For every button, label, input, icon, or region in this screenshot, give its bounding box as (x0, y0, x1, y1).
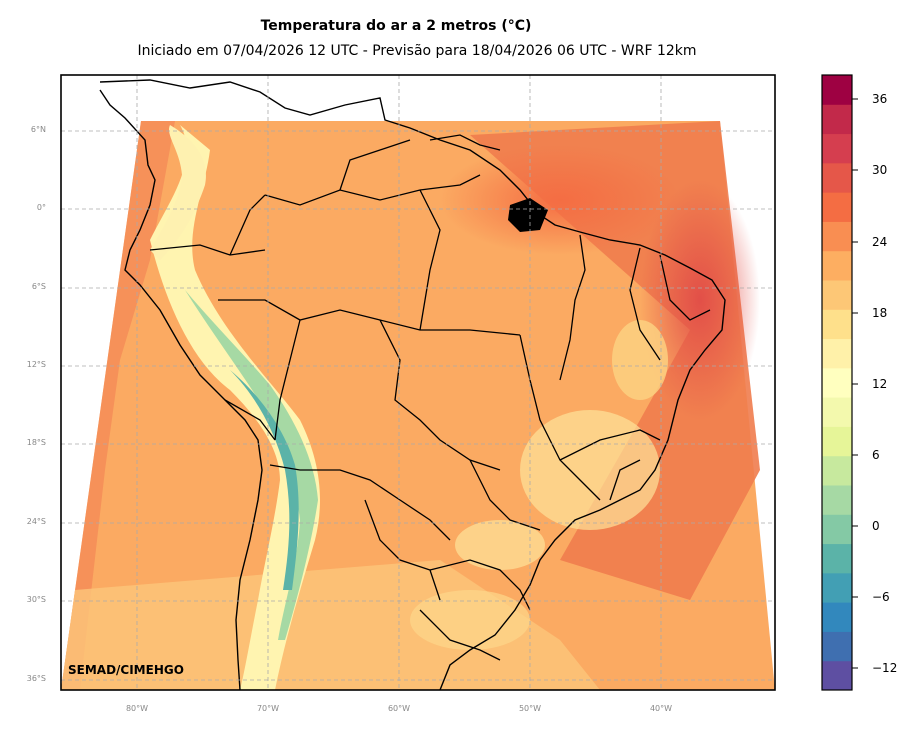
lat-label-30s: 30°S (26, 595, 46, 604)
colorbar-label-minus6: −6 (872, 590, 890, 604)
lat-label-12s: 12°S (26, 360, 46, 369)
lon-label-60w: 60°W (387, 704, 411, 713)
andes-cool-band (150, 125, 320, 690)
map-gridlines (61, 75, 775, 690)
colorbar-swatch (822, 338, 852, 369)
colorbar-swatch (822, 397, 852, 427)
colorbar-swatch (822, 602, 852, 632)
colorbar-ticks (852, 98, 858, 669)
lon-label-50w: 50°W (518, 704, 542, 713)
central-brazil-cooler (520, 410, 660, 530)
colorbar-label-30: 30 (872, 163, 888, 177)
colorbar-swatch (822, 162, 852, 193)
andes-coldest-core (230, 370, 299, 590)
colorbar-label-0: 0 (872, 519, 880, 533)
lat-label-6s: 6°S (31, 282, 46, 291)
marajo-island (508, 198, 548, 232)
colorbar-swatch (822, 221, 852, 252)
southeast-brazil-cooler (455, 520, 545, 570)
colorbar-label-18: 18 (872, 306, 888, 320)
colorbar-swatch (822, 309, 852, 340)
colorbar-swatch (822, 367, 852, 398)
colorbar-label-36: 36 (872, 92, 888, 106)
colorbar-swatch (822, 572, 852, 603)
colorbar-swatch (822, 426, 852, 457)
pacific-warm-field (61, 121, 175, 690)
colorbar-swatch (822, 631, 852, 662)
lat-label-36s: 36°S (26, 674, 46, 683)
amazon-mouth-hot-zone (440, 145, 680, 255)
colorbar-swatch (822, 485, 852, 515)
colorbar-swatch (822, 192, 852, 222)
northeast-hot-zone (640, 180, 760, 420)
colorbar-label-6: 6 (872, 448, 880, 462)
country-borders (149, 134, 711, 661)
lon-label-40w: 40°W (649, 704, 673, 713)
colorbar-swatch (822, 250, 852, 281)
northeast-interior-cooler (612, 320, 668, 400)
map-frame-border (60, 74, 776, 691)
lat-label-24s: 24°S (26, 517, 46, 526)
colorbar-label-minus12: −12 (872, 661, 898, 675)
colorbar-swatch (822, 104, 852, 135)
colorbar-swatch (822, 514, 852, 545)
colorbar-swatch (822, 455, 852, 486)
lat-label-18s: 18°S (26, 438, 46, 447)
south-america-coastline (99, 79, 726, 690)
lon-label-70w: 70°W (256, 704, 280, 713)
credit-label: SEMAD/CIMEHGO (68, 663, 184, 677)
colorbar-border (821, 74, 853, 691)
colombia-andes-band (150, 125, 206, 260)
lat-label-0: 0° (36, 203, 46, 212)
colorbar-label-24: 24 (872, 235, 888, 249)
colorbar-swatch (822, 133, 852, 164)
map-subtitle: Iniciado em 07/04/2026 12 UTC - Previsão… (137, 43, 697, 59)
colorbar-swatch (822, 280, 852, 310)
lon-label-80w: 80°W (125, 704, 149, 713)
colorbar-swatch (822, 660, 852, 691)
colorbar-swatch (822, 543, 852, 574)
south-brazil-cooler (410, 590, 530, 650)
lat-label-6n: 6°N (30, 125, 46, 134)
map-title: Temperatura do ar a 2 metros (°C) (260, 18, 532, 34)
colorbar (822, 75, 852, 691)
colorbar-swatch (822, 75, 852, 105)
colorbar-label-12: 12 (872, 377, 888, 391)
